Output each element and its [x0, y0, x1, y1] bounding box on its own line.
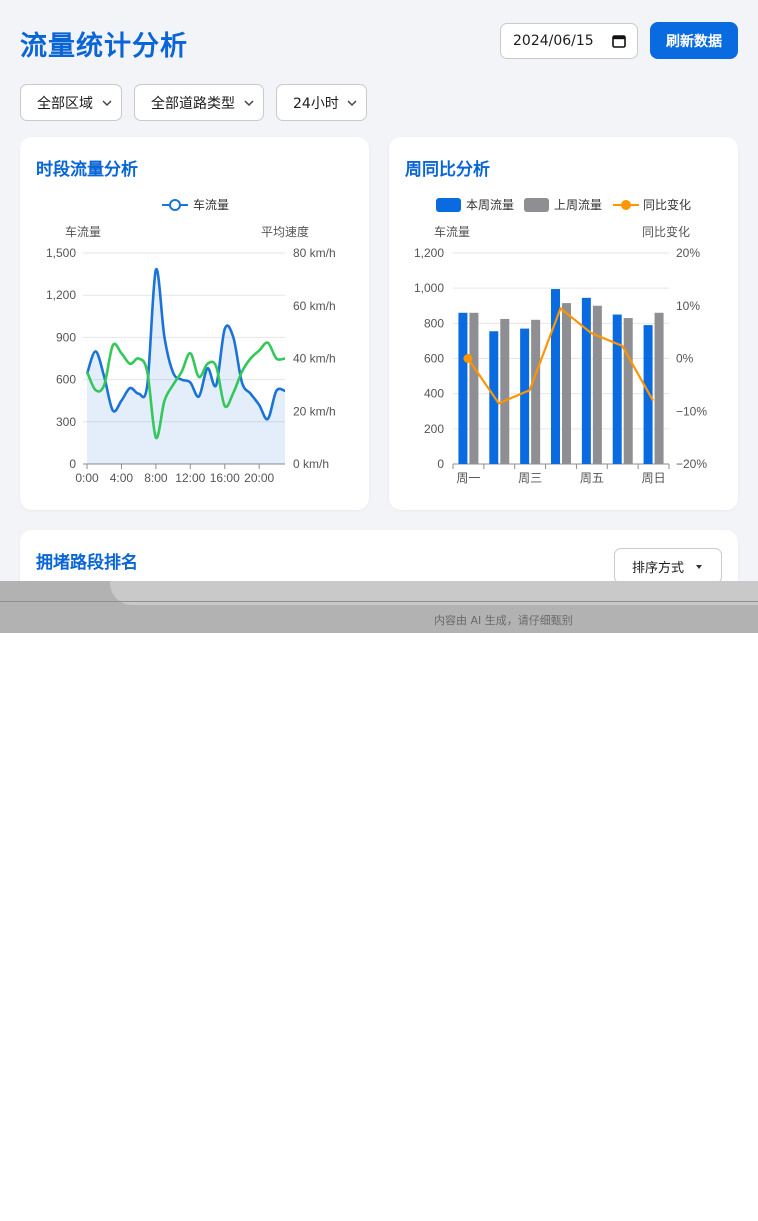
bar-this-week — [581, 297, 591, 464]
sort-order-button[interactable]: 排序方式 — [614, 548, 722, 581]
bar-last-week — [500, 318, 510, 464]
x-tick-label: 20:00 — [244, 471, 274, 485]
y-left-tick-label: 600 — [424, 352, 444, 366]
legend-flow-label: 车流量 — [193, 197, 229, 212]
y-right-tick-label: 60 km/h — [293, 299, 336, 313]
flow-area — [87, 269, 285, 464]
y-right-tick-label: −20% — [676, 457, 707, 471]
legend-change-marker — [621, 200, 631, 210]
refresh-data-button[interactable]: 刷新数据 — [650, 22, 738, 59]
y-right-axis-title: 同比变化 — [642, 224, 690, 239]
x-tick-label: 周一 — [456, 471, 480, 485]
y-left-tick-label: 1,500 — [46, 246, 76, 260]
y-right-tick-label: 20 km/h — [293, 404, 336, 418]
y-right-tick-label: 0% — [676, 352, 694, 366]
y-left-tick-label: 1,000 — [414, 281, 444, 295]
x-tick-label: 16:00 — [210, 471, 240, 485]
y-left-tick-label: 900 — [56, 330, 76, 344]
ai-disclaimer: 内容由 AI 生成，请仔细甄别 — [434, 614, 573, 627]
weekly-compare-card: 周同比分析 本周流量 上周流量 同比变化 车流量 同比变化 0 200 400 600 800 1,… — [389, 137, 738, 510]
bar-last-week — [531, 319, 541, 464]
x-tick-label: 周三 — [518, 471, 542, 485]
road-type-select-value: 全部道路类型 — [151, 95, 235, 112]
bar-last-week — [654, 312, 664, 464]
x-tick-label: 0:00 — [75, 471, 99, 485]
y-left-tick-label: 0 — [437, 457, 444, 471]
x-tick-label: 周日 — [642, 471, 666, 485]
hourly-flow-title: 时段流量分析 — [36, 160, 138, 180]
y-right-tick-label: 20% — [676, 246, 700, 260]
hourly-flow-card: 时段流量分析 车流量 车流量 平均速度 0 300 600 900 1,200 1,500 0 k… — [20, 137, 369, 510]
overlay-divider — [0, 601, 758, 602]
legend-this-week-label: 本周流量 — [466, 198, 514, 212]
region-select[interactable]: 全部区域 — [20, 84, 122, 121]
x-tick-label: 4:00 — [110, 471, 134, 485]
congestion-ranking-title: 拥堵路段排名 — [36, 553, 138, 573]
y-left-tick-label: 0 — [69, 457, 76, 471]
speed-series-line — [85, 341, 286, 440]
legend-this-week-swatch — [436, 198, 461, 212]
y-right-tick-label: 80 km/h — [293, 246, 336, 260]
y-left-tick-label: 1,200 — [46, 288, 76, 302]
weekly-compare-title: 周同比分析 — [405, 160, 490, 180]
legend-flow-marker — [169, 199, 181, 211]
road-type-select[interactable]: 全部道路类型 — [134, 84, 264, 121]
legend-last-week-label: 上周流量 — [554, 198, 602, 212]
date-value: 2024/06/15 — [513, 33, 594, 49]
y-left-tick-label: 200 — [424, 422, 444, 436]
y-left-tick-label: 400 — [424, 387, 444, 401]
sort-order-label: 排序方式 — [632, 560, 685, 576]
x-tick-label: 8:00 — [144, 471, 168, 485]
legend-change-label: 同比变化 — [643, 197, 691, 212]
date-picker[interactable]: 2024/06/15 — [500, 23, 638, 59]
y-left-axis-title: 车流量 — [434, 224, 470, 239]
y-left-tick-label: 1,200 — [414, 246, 444, 260]
chevron-down-icon — [244, 100, 254, 107]
traffic-dashboard: 流量统计分析 2024/06/15 刷新数据 全部区域 全部道路类型 24小时 … — [0, 0, 758, 581]
y-right-tick-label: 10% — [676, 299, 700, 313]
bar-last-week — [592, 305, 602, 464]
legend-last-week-swatch — [524, 198, 549, 212]
page-title: 流量统计分析 — [20, 31, 188, 62]
y-left-tick-label: 300 — [56, 415, 76, 429]
y-right-axis-title: 平均速度 — [261, 224, 309, 239]
bar-last-week — [562, 303, 571, 464]
bar-this-week — [643, 325, 653, 464]
chevron-down-icon — [102, 100, 112, 107]
caret-down-icon — [696, 565, 702, 569]
change-series-point — [463, 354, 473, 363]
bar-this-week — [458, 312, 468, 464]
y-right-tick-label: 40 km/h — [293, 352, 336, 366]
change-series-line — [467, 306, 655, 405]
time-range-select-value: 24小时 — [293, 95, 339, 112]
y-left-tick-label: 600 — [56, 373, 76, 387]
chevron-down-icon — [347, 100, 357, 107]
bar-this-week — [551, 289, 560, 464]
bar-last-week — [469, 312, 479, 464]
flow-series-line — [85, 268, 286, 421]
y-right-tick-label: 0 km/h — [293, 457, 329, 471]
bar-last-week — [623, 318, 633, 464]
bar-this-week — [612, 314, 622, 464]
x-tick-label: 12:00 — [175, 471, 205, 485]
bar-this-week — [520, 328, 530, 464]
calendar-icon[interactable] — [612, 34, 626, 48]
y-left-tick-label: 800 — [424, 316, 444, 330]
y-left-axis-title: 车流量 — [65, 224, 101, 239]
x-tick-label: 周五 — [580, 471, 604, 485]
time-range-select[interactable]: 24小时 — [276, 84, 367, 121]
region-select-value: 全部区域 — [37, 95, 93, 112]
y-right-tick-label: −10% — [676, 404, 707, 418]
